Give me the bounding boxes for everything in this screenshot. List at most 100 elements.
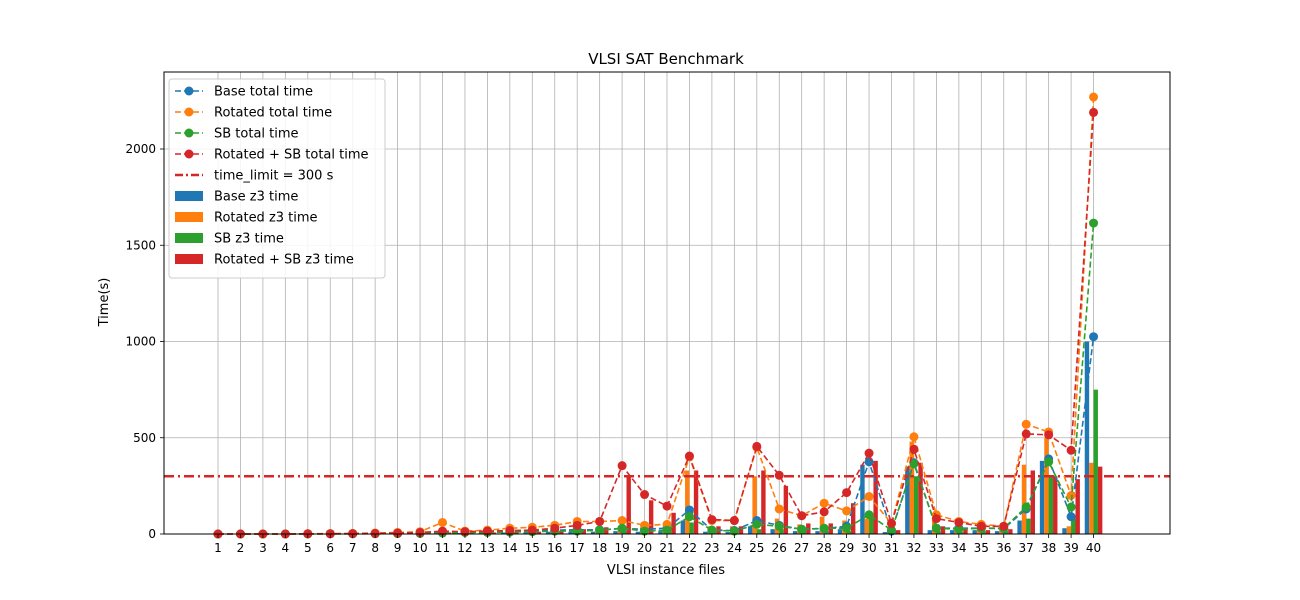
data-point: [774, 470, 784, 480]
data-point: [842, 506, 852, 516]
bar: [950, 530, 955, 534]
x-tick-label: 14: [502, 541, 517, 555]
data-point: [1066, 491, 1076, 500]
data-point: [550, 523, 560, 533]
bar: [738, 526, 744, 534]
data-point: [1066, 445, 1076, 455]
data-point: [931, 514, 941, 524]
data-point: [819, 523, 829, 533]
data-point: [617, 516, 627, 526]
x-tick-label: 4: [282, 541, 290, 555]
data-point: [752, 519, 762, 529]
x-tick-label: 6: [326, 541, 334, 555]
data-point: [976, 521, 986, 531]
data-point: [482, 526, 492, 536]
legend-box: [168, 78, 386, 279]
data-point: [640, 490, 650, 500]
x-tick-label: 13: [480, 541, 495, 555]
legend-label: SB z3 time: [214, 232, 284, 247]
data-point: [393, 528, 403, 538]
y-ticks: 0 500 1000 1500 2000: [125, 142, 164, 541]
x-tick-label: 12: [457, 541, 472, 555]
data-point: [954, 524, 964, 534]
legend-label: Rotated + SB z3 time: [214, 253, 354, 268]
x-tick-label: 40: [1086, 541, 1101, 555]
data-point: [999, 521, 1009, 531]
data-point: [707, 515, 717, 525]
bar: [1003, 531, 1009, 534]
data-point: [438, 517, 447, 527]
data-point: [774, 504, 784, 514]
x-tick-label: 24: [727, 541, 742, 555]
data-point: [662, 525, 672, 535]
bar: [622, 531, 627, 534]
y-tick-label: 1000: [125, 335, 156, 349]
data-point: [640, 526, 650, 536]
x-ticks: 1 2 3 4 5 6 7 8 9 10 11 12 13 14 15 16 17 18 19 20 21 22 23 24 2…: [214, 534, 1101, 555]
legend-marker: [184, 86, 194, 96]
data-point: [887, 525, 896, 535]
legend-marker: [184, 107, 194, 117]
bar: [635, 531, 641, 534]
bar: [1097, 466, 1103, 534]
data-point: [1021, 419, 1031, 429]
data-point: [595, 525, 605, 535]
data-point: [684, 451, 694, 461]
data-point: [1066, 512, 1076, 522]
bar: [514, 532, 519, 534]
x-tick-label: 26: [772, 541, 787, 555]
bar: [1075, 479, 1080, 534]
legend-label: Rotated + SB total time: [214, 148, 369, 163]
x-tick-label: 22: [682, 541, 697, 555]
data-point: [909, 444, 919, 454]
legend-marker: [184, 149, 194, 159]
bar: [1044, 437, 1049, 534]
data-point: [887, 518, 896, 528]
x-tick-label: 10: [412, 541, 427, 555]
data-point: [864, 448, 874, 458]
y-tick-label: 0: [148, 527, 156, 541]
bar: [559, 531, 564, 534]
bar: [1008, 529, 1013, 534]
bar: [1030, 470, 1035, 534]
data-point: [684, 505, 694, 515]
data-point: [617, 461, 627, 471]
bar: [761, 470, 766, 534]
bar: [626, 476, 631, 534]
x-tick-label: 9: [394, 541, 402, 555]
bar: [846, 531, 851, 534]
data-point: [1089, 107, 1099, 117]
x-tick-label: 19: [614, 541, 629, 555]
x-tick-label: 11: [435, 541, 450, 555]
bar: [1071, 518, 1076, 534]
bar: [703, 531, 708, 534]
bar: [536, 531, 542, 534]
data-point: [505, 526, 515, 536]
legend-label: Rotated total time: [214, 106, 332, 121]
legend-label: Base z3 time: [214, 190, 298, 205]
x-tick-label: 21: [659, 541, 674, 555]
bar: [1084, 341, 1090, 534]
bar: [963, 528, 968, 534]
bar: [994, 531, 1000, 534]
bar: [648, 500, 654, 534]
bar: [895, 530, 901, 534]
x-tick-label: 18: [592, 541, 607, 555]
bar: [491, 532, 497, 534]
bar: [689, 522, 694, 534]
x-tick-label: 5: [304, 541, 312, 555]
bar: [1089, 462, 1094, 534]
data-point: [1044, 430, 1054, 440]
data-point: [1021, 502, 1031, 512]
bar: [545, 531, 551, 534]
legend-bar-swatch: [175, 233, 203, 243]
bar: [590, 531, 596, 534]
data-point: [1021, 429, 1031, 439]
bar: [568, 531, 573, 534]
legend-label: Rotated z3 time: [214, 211, 318, 226]
data-point: [595, 516, 605, 526]
bar: [501, 532, 506, 534]
bar: [693, 470, 699, 534]
bar: [770, 529, 775, 534]
bar: [873, 460, 878, 534]
